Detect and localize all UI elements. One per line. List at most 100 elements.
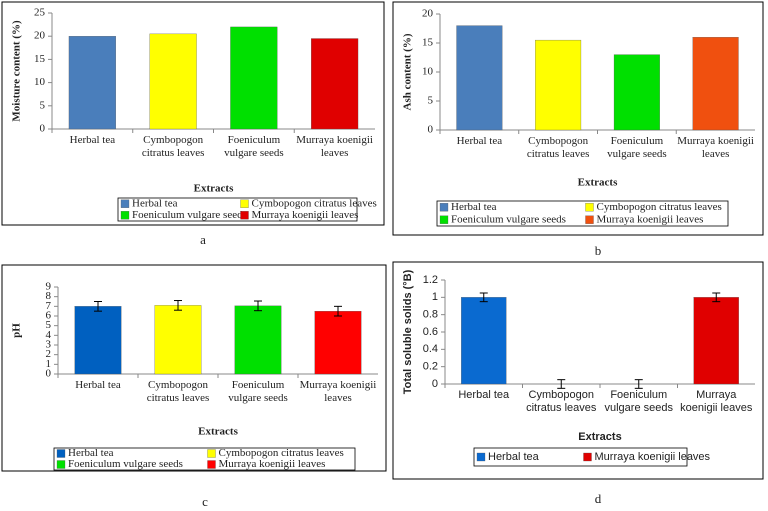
y-tick-label: 0 — [46, 368, 52, 380]
legend-label: Cymbopogon citratus leaves — [252, 197, 377, 209]
panel-border — [1, 1, 385, 226]
panel-border — [392, 261, 764, 480]
legend-label: Cymbopogon citratus leaves — [597, 201, 722, 213]
x-tick-label-box: Murraya koenigii leaves — [677, 135, 754, 160]
error-bar — [557, 379, 566, 389]
bar — [314, 311, 362, 375]
x-axis-label: Extracts — [578, 431, 621, 443]
x-tick-label-box: Murraya koenigii leaves — [296, 134, 373, 159]
x-tick-label-box: Foeniculum vulgare seeds — [607, 135, 667, 160]
legend-box — [53, 447, 356, 471]
error-bar — [712, 292, 721, 303]
y-axis-label: Ash content (%) — [402, 33, 414, 110]
legend-label: Murraya koenigii leaves — [595, 451, 711, 463]
x-tick-label: Cymbopogon citratus leaves — [141, 134, 205, 159]
x-tick-label-box: Cymbopogon citratus leaves — [141, 134, 205, 159]
panel: 0 5 10 15 20 Ash content (%) Extracts Herbal te… — [392, 1, 764, 236]
y-tick-label: 1 — [46, 358, 52, 370]
legend-swatch — [56, 449, 66, 458]
y-tick-label: 8 — [46, 290, 52, 302]
legend-swatch — [56, 460, 66, 469]
panel-label: b — [595, 243, 602, 258]
error-bar — [479, 292, 488, 303]
bar — [535, 39, 582, 131]
x-tick-label: Herbal tea — [69, 134, 116, 146]
bar — [149, 33, 197, 130]
x-tick-label-box: Herbal tea — [69, 134, 116, 146]
legend-swatch — [240, 211, 249, 220]
x-axis-label: Extracts — [194, 183, 234, 195]
legend-label: Herbal tea — [451, 201, 497, 213]
bar — [68, 36, 116, 130]
bar — [74, 306, 122, 375]
y-tick-label: 10 — [422, 66, 434, 78]
y-tick-label: 0 — [40, 123, 46, 135]
legend-box — [473, 447, 688, 467]
panel: 0 0.2 0.4 0.6 0.8 1 1.2 Total soluble solids (°… — [392, 261, 764, 480]
y-tick-label: 9 — [46, 281, 52, 293]
x-tick-label: Herbal tea — [456, 135, 503, 147]
panel-label: a — [200, 232, 206, 247]
y-tick-label: 7 — [46, 300, 52, 312]
x-tick-label: Herbal tea — [75, 379, 121, 391]
x-tick-label: Foeniculum vulgare seeds — [607, 135, 667, 160]
x-tick-label-box: Foeniculum vulgare seeds — [604, 389, 674, 414]
legend-swatch — [585, 215, 594, 224]
bar — [234, 305, 282, 375]
x-tick-label: Murraya koenigii leaves — [680, 389, 753, 414]
y-tick-label: 15 — [34, 53, 46, 65]
y-axis-label: Total soluble solids (°B) — [402, 269, 414, 394]
y-tick-label: 15 — [422, 37, 434, 49]
error-bar — [254, 300, 262, 312]
panel-label: d — [595, 491, 602, 506]
bar — [613, 54, 660, 131]
panel-border — [1, 264, 387, 472]
x-tick-label-box: Herbal tea — [456, 135, 503, 147]
y-tick-label: 0.6 — [423, 326, 438, 338]
error-bar — [174, 300, 182, 311]
x-tick-label: Foeniculum vulgare seeds — [604, 389, 674, 414]
y-axis-label: pH — [11, 323, 23, 338]
y-tick-label: 1.2 — [423, 274, 438, 286]
legend-label: Murraya koenigii leaves — [219, 458, 326, 470]
legend-swatch — [585, 203, 594, 212]
legend-label: Murraya koenigii leaves — [252, 209, 359, 221]
y-tick-label: 3 — [46, 339, 52, 351]
legend-label: Murraya koenigii leaves — [597, 213, 704, 225]
y-tick-label: 5 — [428, 95, 434, 107]
panel-label: c — [202, 494, 208, 509]
bar — [693, 297, 739, 385]
legend-label: Foeniculum vulgare seeds — [451, 213, 566, 225]
legend-box — [436, 200, 729, 227]
x-tick-label-box: Herbal tea — [75, 379, 121, 391]
x-tick-label: Murraya koenigii leaves — [296, 134, 373, 159]
legend-box — [117, 197, 358, 222]
y-tick-label: 20 — [34, 30, 46, 42]
bar — [461, 297, 507, 385]
y-tick-label: 0.2 — [423, 361, 438, 373]
x-axis-label: Extracts — [198, 426, 238, 438]
legend-swatch — [439, 215, 449, 224]
legend-label: Herbal tea — [68, 447, 114, 459]
x-tick-label-box: Cymbopogon citratus leaves — [526, 135, 590, 160]
panel: 0 5 10 15 20 25 Moisture content (%) Extracts He… — [1, 1, 385, 226]
x-tick-label: Cymbopogon citratus leaves — [526, 389, 597, 414]
y-tick-label: 10 — [34, 76, 46, 88]
x-tick-label: Cymbopogon citratus leaves — [526, 135, 590, 160]
error-bar — [334, 305, 342, 317]
y-tick-label: 1 — [432, 291, 438, 303]
legend-swatch — [120, 199, 130, 208]
legend-label: Cymbopogon citratus leaves — [219, 447, 344, 459]
y-tick-label: 0.4 — [423, 343, 438, 355]
bar — [456, 25, 503, 131]
bar — [311, 38, 359, 130]
legend-swatch — [476, 452, 486, 462]
bar — [692, 37, 739, 131]
x-axis-label: Extracts — [578, 177, 618, 189]
bar — [154, 305, 202, 375]
panel-border — [392, 1, 764, 236]
x-tick-label: Cymbopogon citratus leaves — [146, 379, 210, 404]
x-tick-label-box: Foeniculum vulgare seeds — [228, 379, 288, 404]
